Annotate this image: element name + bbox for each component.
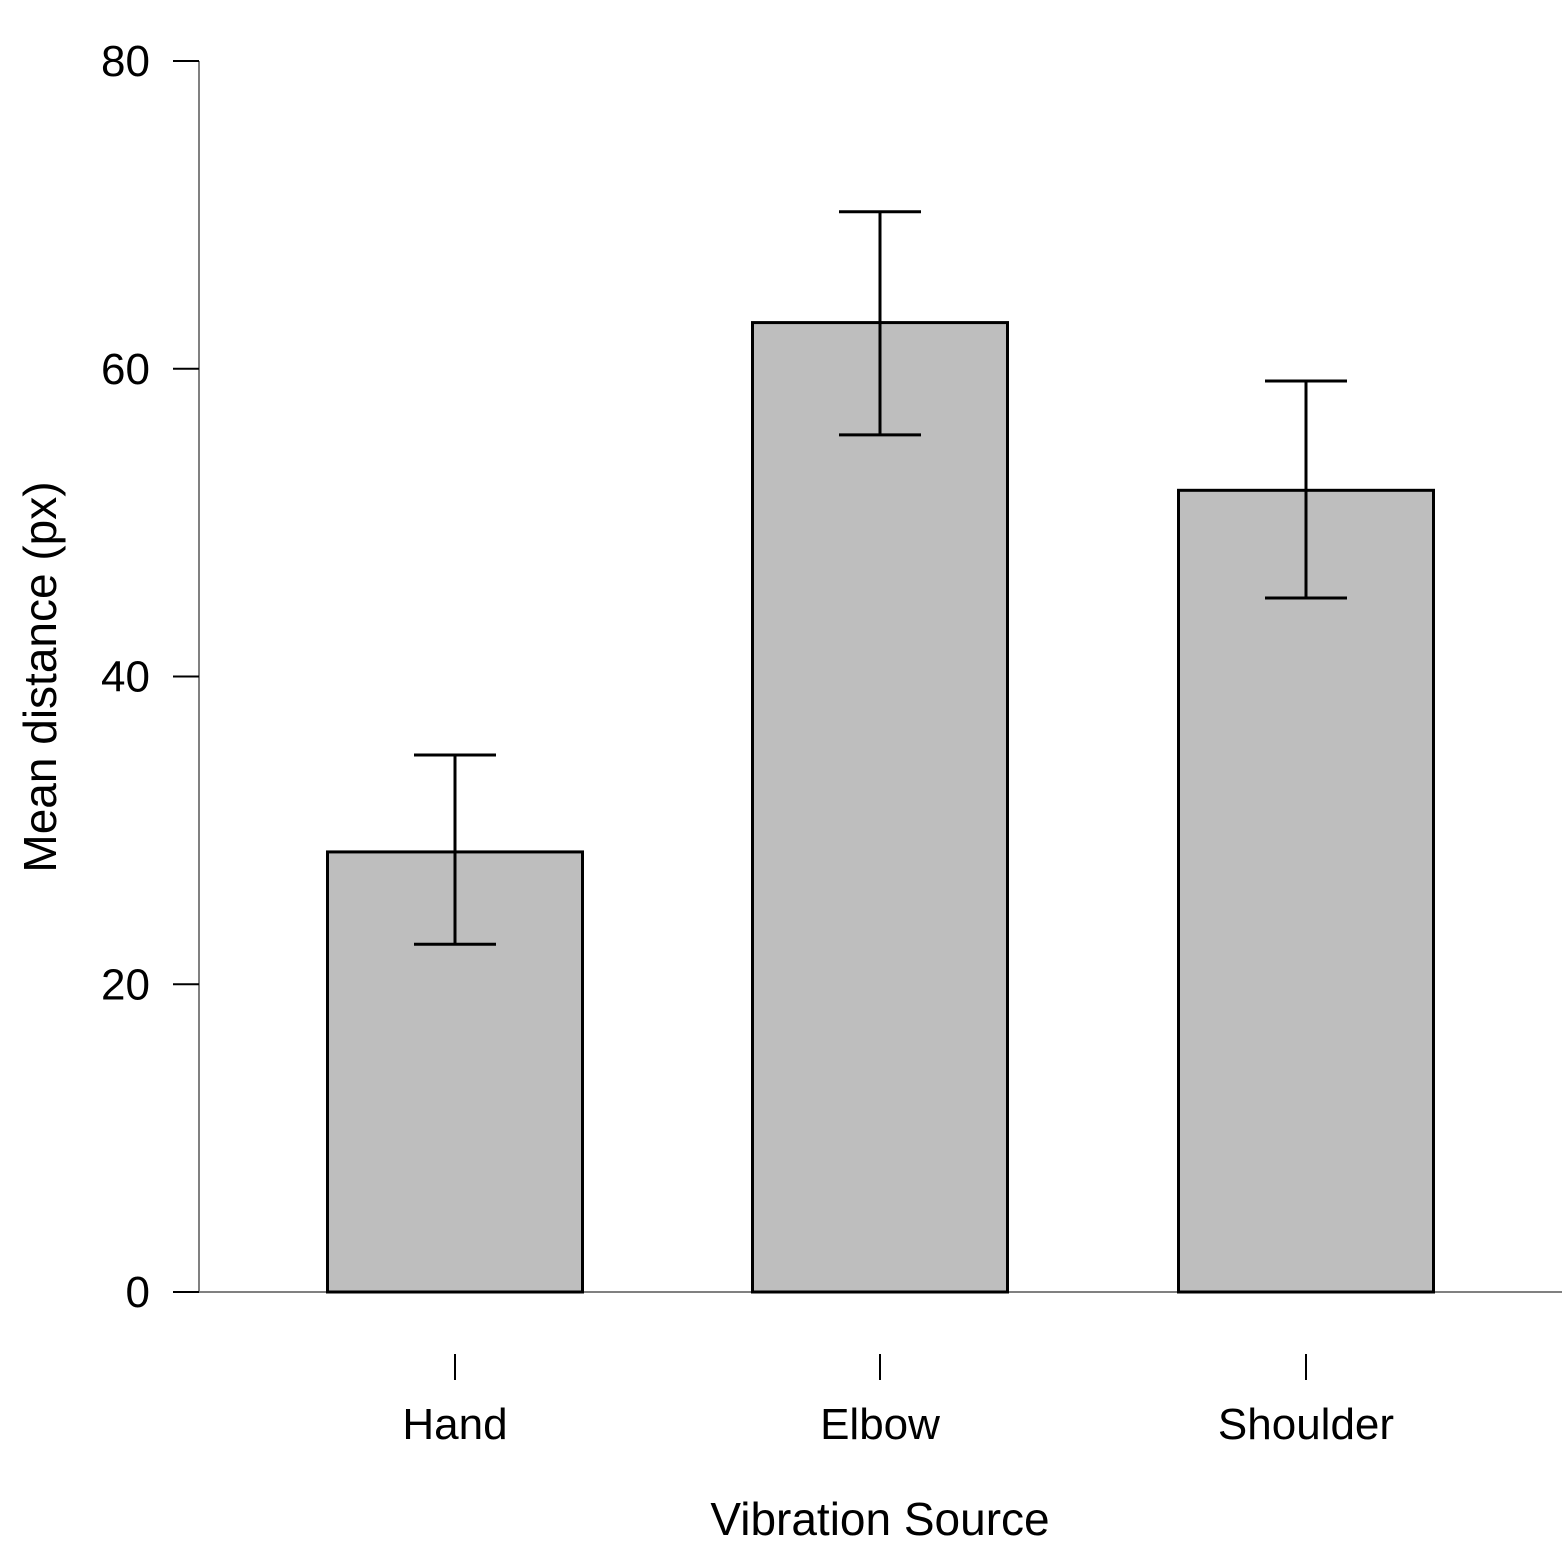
bar-shoulder bbox=[1177, 488, 1435, 1294]
x-axis: Hand Elbow Shoulder bbox=[199, 1291, 1562, 1449]
bar-elbow bbox=[751, 321, 1009, 1294]
bars bbox=[326, 321, 1435, 1294]
error-bar-shoulder bbox=[1265, 379, 1347, 600]
error-bars bbox=[414, 210, 1347, 946]
y-tick-label: 80 bbox=[101, 37, 150, 86]
error-bar-elbow bbox=[839, 210, 921, 437]
y-axis: 0 20 40 60 80 bbox=[101, 37, 200, 1317]
x-axis-title: Vibration Source bbox=[710, 1493, 1049, 1545]
y-tick-label: 40 bbox=[101, 653, 150, 702]
y-axis-title: Mean distance (px) bbox=[14, 481, 66, 872]
x-tick-label-hand: Hand bbox=[402, 1400, 507, 1449]
error-bar-hand bbox=[414, 753, 496, 946]
y-tick-label: 20 bbox=[101, 960, 150, 1009]
y-tick-label: 60 bbox=[101, 345, 150, 394]
x-tick-label-shoulder: Shoulder bbox=[1218, 1400, 1394, 1449]
x-tick-label-elbow: Elbow bbox=[820, 1400, 940, 1449]
y-tick-label: 0 bbox=[126, 1268, 150, 1317]
